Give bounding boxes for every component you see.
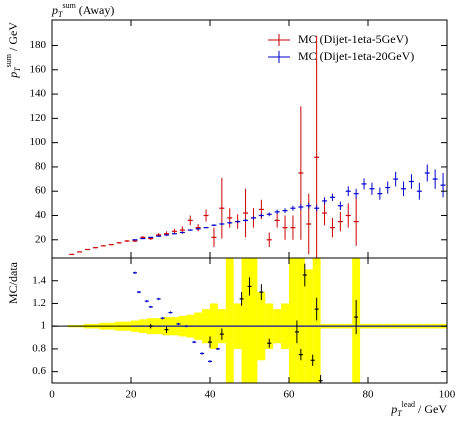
y-axis-label: pTsum / GeV bbox=[4, 22, 22, 79]
y-tick-label: 0.8 bbox=[32, 342, 46, 354]
chart-title-sup: sum bbox=[62, 1, 76, 10]
y-axis-label-sub: T bbox=[13, 67, 22, 72]
chart-title: pTsum (Away) bbox=[51, 1, 114, 19]
y-tick-label: 120 bbox=[30, 112, 47, 124]
y-tick-label: 20 bbox=[35, 233, 47, 245]
x-tick-label: 100 bbox=[439, 389, 456, 401]
x-axis-label-sup: lead bbox=[402, 400, 415, 409]
y-tick-label: 1 bbox=[41, 320, 47, 332]
y-tick-label: 160 bbox=[30, 63, 47, 75]
y-tick-label: 180 bbox=[30, 39, 47, 51]
ratio-frame bbox=[51, 257, 448, 384]
y-tick-label: 40 bbox=[35, 209, 47, 221]
y-axis-label-base: p bbox=[6, 72, 20, 79]
x-axis-label-sub: T bbox=[397, 409, 402, 418]
ratio-y-label: MC/data bbox=[6, 261, 20, 304]
y-tick-label: 60 bbox=[35, 185, 47, 197]
data-uncertainty-band bbox=[296, 258, 305, 383]
x-tick-label: 20 bbox=[126, 389, 138, 401]
y-tick-label: 1.4 bbox=[32, 274, 46, 286]
chart-title-base: p bbox=[51, 3, 58, 17]
x-tick-label: 0 bbox=[49, 389, 55, 401]
data-uncertainty-band bbox=[249, 258, 258, 383]
data-uncertainty-band bbox=[225, 258, 234, 383]
chart-title-text: (Away) bbox=[76, 3, 115, 17]
y-tick-label: 100 bbox=[30, 136, 47, 148]
x-axis-label-base: p bbox=[390, 402, 397, 416]
x-axis-label: pTlead / GeV bbox=[390, 400, 447, 418]
data-uncertainty-band bbox=[289, 258, 297, 383]
y-axis-label-text: / GeV bbox=[6, 22, 20, 54]
y-tick-label: 80 bbox=[35, 160, 47, 172]
x-tick-label: 80 bbox=[363, 389, 375, 401]
y-tick-label: 0.6 bbox=[32, 365, 46, 377]
x-tick-label: 40 bbox=[205, 389, 217, 401]
data-uncertainty-band bbox=[241, 258, 250, 383]
y-tick-label: 1.2 bbox=[32, 297, 46, 309]
y-tick-label: 140 bbox=[30, 88, 47, 100]
legend-label: MC (Dijet-1eta-20GeV) bbox=[298, 49, 414, 63]
y-axis-label-sup: sum bbox=[4, 53, 13, 67]
x-axis-label-text: / GeV bbox=[415, 402, 447, 416]
main-plot-area bbox=[69, 35, 446, 258]
ratio-plot-area bbox=[52, 258, 447, 383]
legend-label: MC (Dijet-1eta-5GeV) bbox=[298, 32, 408, 46]
x-tick-label: 60 bbox=[284, 389, 296, 401]
chart-title-sub: T bbox=[58, 10, 63, 19]
